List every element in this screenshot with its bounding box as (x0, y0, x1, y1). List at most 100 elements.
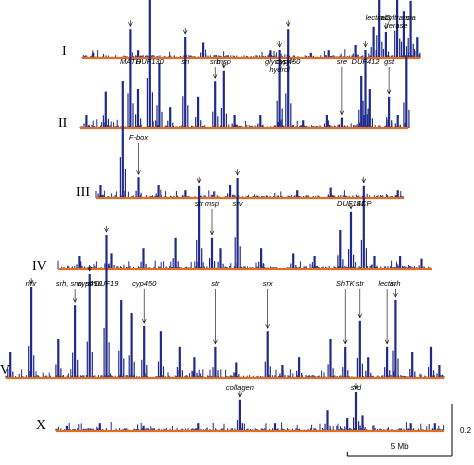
density-peak (411, 352, 414, 378)
density-flank (236, 124, 238, 129)
density-flank (77, 359, 79, 378)
density-flank (382, 48, 385, 58)
density-flank (146, 365, 148, 378)
arrow-head (342, 339, 348, 345)
density-peak (354, 392, 358, 431)
annotation-label: acyltrans-ferase (381, 13, 414, 30)
density-flank (366, 114, 368, 128)
density-flank (217, 261, 219, 269)
density-peak (313, 256, 316, 269)
arrow-head (212, 74, 218, 79)
arrow-head (209, 230, 215, 236)
density-flank (397, 264, 399, 269)
density-flank (316, 265, 318, 270)
gene-annotation: str (356, 279, 365, 319)
gene-annotation: gst (384, 57, 395, 95)
density-flank (217, 116, 219, 128)
density-flank (135, 190, 137, 198)
density-flank (403, 102, 405, 128)
gene-annotation: srb (210, 57, 220, 79)
density-flank (399, 124, 401, 129)
density-flank (408, 109, 410, 128)
density-flank (140, 118, 142, 129)
density-peak (372, 26, 375, 58)
density-flank (196, 239, 198, 269)
density-peak (202, 42, 205, 58)
density-flank (301, 372, 303, 378)
density-peak (136, 89, 140, 128)
density-flank (328, 124, 331, 129)
density-flank (145, 263, 147, 269)
density-flank (220, 108, 222, 128)
annotation-label: lectin (378, 279, 396, 288)
density-flank (81, 265, 83, 270)
annotation-label: str (211, 279, 220, 288)
annotation-label: srh, srw, str (56, 279, 95, 288)
density-flank (225, 113, 227, 128)
density-flank (358, 421, 360, 432)
density-peak (438, 365, 441, 378)
annotation-label: srd (351, 383, 362, 392)
arrow-head (141, 318, 147, 324)
density-peak (362, 185, 365, 269)
gene-annotation: nhr (380, 13, 392, 30)
density-flank (311, 264, 313, 269)
gene-annotation: F-box (129, 133, 148, 175)
density-peak (386, 346, 389, 378)
density-peak (349, 211, 353, 269)
density-peak (229, 185, 232, 198)
density-flank (167, 120, 169, 128)
density-flank (356, 358, 358, 378)
arrow-head (196, 178, 202, 184)
gene-annotation: DUF19 (95, 226, 119, 288)
density-flank (140, 192, 142, 198)
density-flank (300, 125, 302, 128)
density-flank (414, 50, 416, 58)
density-flank (135, 114, 137, 128)
scale-length-label: 5 Mb (391, 442, 409, 451)
density-flank (327, 364, 329, 378)
density-flank (394, 30, 396, 58)
annotation-label: DUF130 (136, 57, 165, 66)
density-flank (55, 364, 57, 378)
density-peak (85, 115, 88, 128)
background-signal (95, 189, 404, 198)
annotation-label: msp (205, 199, 219, 208)
density-flank (323, 123, 326, 128)
density-flank (258, 261, 260, 269)
density-flank (327, 194, 329, 198)
density-flank (155, 193, 157, 198)
density-peak (142, 248, 145, 269)
density-peak (214, 346, 217, 378)
density-flank (102, 115, 104, 128)
density-flank (238, 374, 240, 378)
density-flank (349, 427, 351, 432)
density-peak (287, 29, 290, 129)
density-flank (156, 105, 158, 129)
density-peak (269, 50, 272, 58)
density-flank (431, 428, 433, 431)
density-peak (137, 177, 140, 198)
density-peak (420, 258, 423, 269)
arrow-head (363, 42, 368, 48)
annotation-label: str (356, 279, 365, 288)
density-peak (88, 274, 91, 378)
density-flank (72, 352, 74, 378)
annotation-label: str (195, 199, 204, 208)
density-flank (389, 370, 391, 378)
density-peak (326, 410, 329, 431)
density-flank (233, 372, 235, 378)
density-flank (381, 41, 383, 59)
density-flank (103, 327, 105, 378)
density-flank (76, 264, 78, 269)
density-peak (235, 362, 238, 378)
density-flank (332, 195, 334, 198)
density-flank (234, 237, 236, 269)
gene-annotation: srh, srw, str (56, 279, 95, 303)
density-flank (200, 120, 202, 128)
density-flank (195, 117, 197, 128)
density-peak (120, 300, 123, 378)
density-flank (160, 194, 162, 199)
density-flank (232, 194, 234, 199)
density-flank (141, 359, 143, 378)
